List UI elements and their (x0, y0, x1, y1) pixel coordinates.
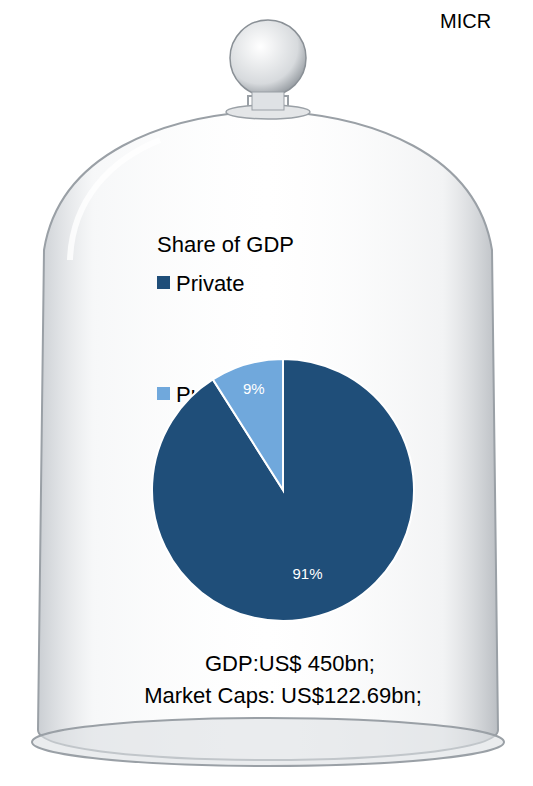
jar-knob (230, 20, 306, 96)
legend-swatch (157, 387, 170, 400)
jar-base (32, 718, 504, 766)
chart-root: MICRShare of GDPPrivatePublic91%9%GDP:US… (0, 0, 533, 786)
pie-labels: 91% 9% (243, 380, 323, 582)
legend-label: Private (176, 271, 244, 296)
jar-stem (252, 92, 284, 110)
legend-title: Share of GDP (157, 232, 294, 257)
bell-jar (32, 20, 504, 766)
annotation: Market Caps: US$122.69bn; (144, 683, 422, 708)
annotation: GDP:US$ 450bn; (205, 651, 375, 676)
pie-slice (213, 359, 283, 490)
legend-swatch (157, 276, 170, 289)
pie-slice (152, 359, 414, 621)
jar-body (38, 96, 498, 760)
data-label: 9% (243, 380, 265, 397)
corner-text: MICR (440, 10, 491, 32)
pie (152, 359, 414, 621)
jar-highlight (70, 140, 160, 260)
data-label: 91% (292, 565, 322, 582)
